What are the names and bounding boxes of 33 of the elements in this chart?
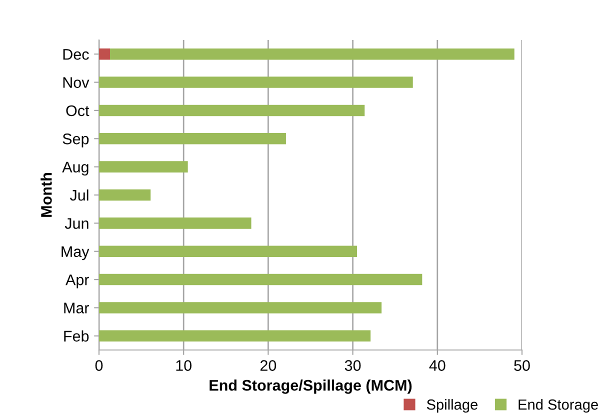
y-tick-label: Jun [64, 218, 88, 229]
y-tick-label: Jul [70, 189, 88, 201]
y-tick-label: Mar [64, 302, 90, 314]
bar [99, 104, 365, 116]
bar [99, 133, 286, 144]
x-tick-label: 50 [514, 360, 530, 371]
x-tick-label: 0 [95, 360, 103, 371]
bar [99, 189, 151, 201]
legend-label: Spillage [426, 399, 478, 413]
x-tick-label: 10 [176, 360, 192, 371]
bar [99, 330, 371, 342]
bar [99, 76, 413, 88]
x-axis-title: End Storage/Spillage (MCM) [210, 380, 412, 394]
y-tick-label: Feb [64, 330, 89, 342]
bar [110, 48, 514, 60]
bar [99, 246, 358, 257]
y-tick-label: Aug [62, 162, 88, 176]
x-tick-label: 20 [260, 360, 276, 371]
legend-label: End Storage [518, 399, 598, 413]
bar [99, 161, 188, 172]
bar [99, 218, 252, 229]
bar [99, 48, 110, 60]
y-tick-label: Dec [63, 49, 89, 60]
y-tick-label: May [62, 246, 90, 260]
y-axis-title: Month [40, 173, 52, 217]
y-tick-label: Sep [62, 134, 89, 148]
x-tick-label: 40 [429, 360, 446, 371]
y-tick-label: Apr [66, 274, 90, 288]
bar [99, 302, 382, 314]
y-tick-label: Nov [63, 77, 90, 88]
x-tick-label: 30 [344, 360, 361, 371]
bar [99, 274, 422, 286]
y-tick-label: Oct [66, 105, 90, 116]
